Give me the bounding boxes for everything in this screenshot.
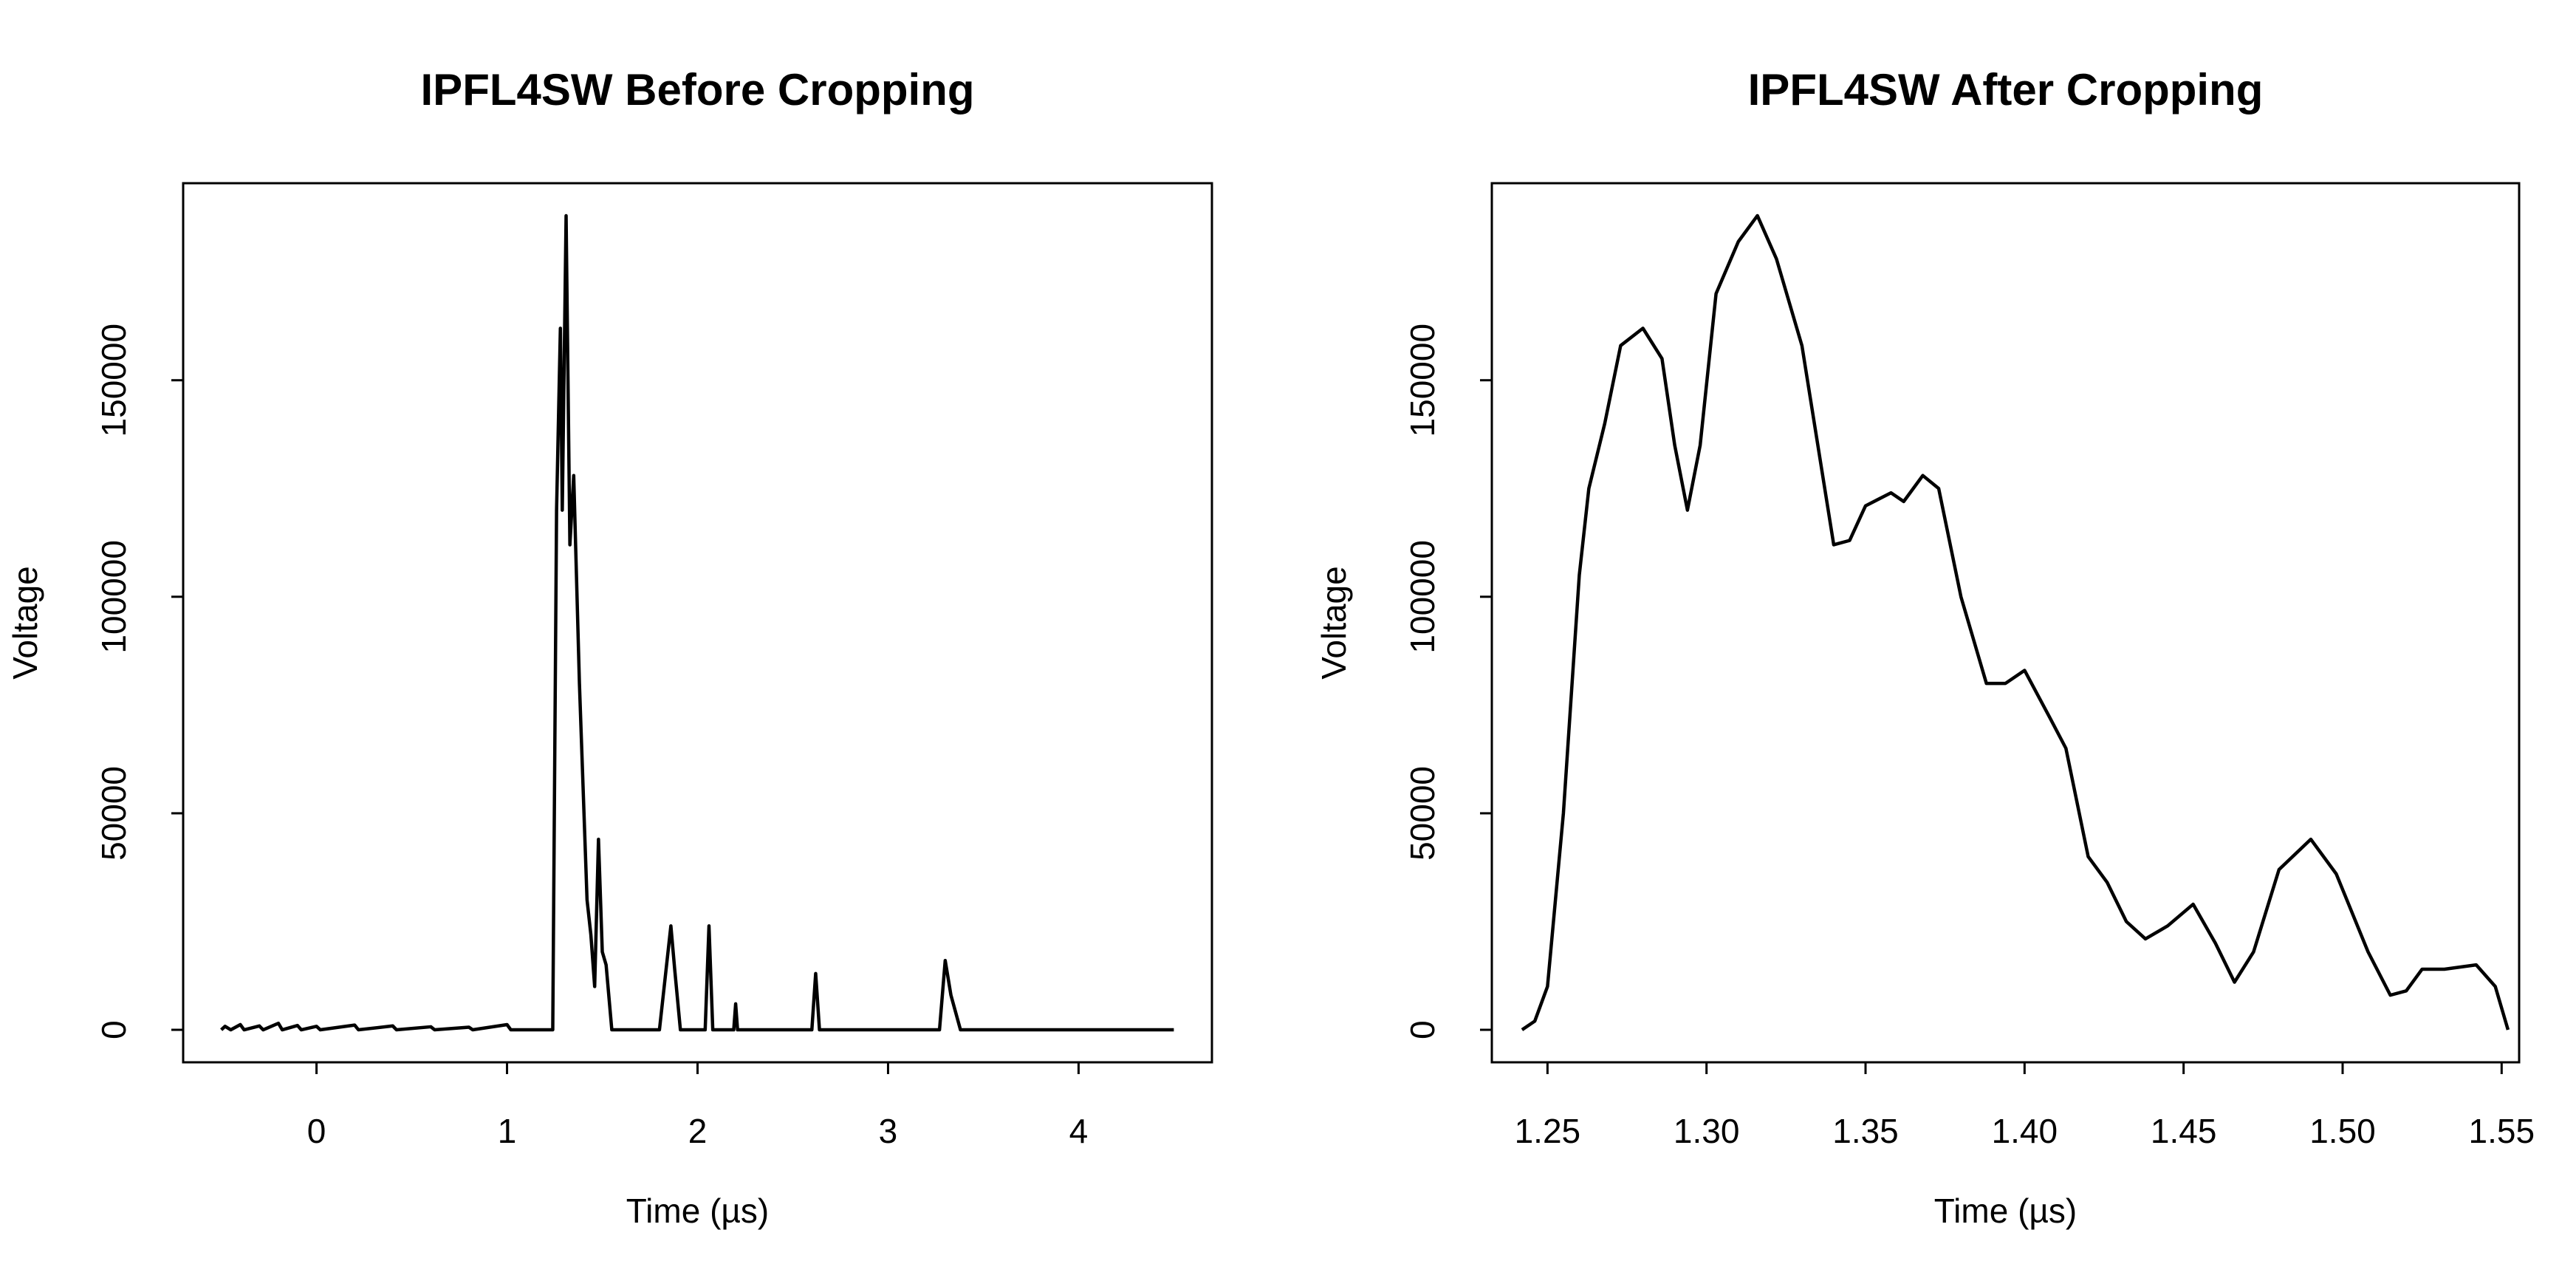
y-tick-label: 0 (1403, 1020, 1442, 1039)
x-tick-label: 1.55 (2469, 1112, 2535, 1150)
y-tick-label: 0 (95, 1020, 133, 1039)
x-tick-label: 1.25 (1515, 1112, 1581, 1150)
x-tick-label: 0 (307, 1112, 326, 1150)
x-tick-label: 1.45 (2151, 1112, 2217, 1150)
plot-frame (182, 182, 1213, 1064)
plot-frame (1490, 182, 2521, 1064)
y-axis-title: Voltage (1315, 566, 1353, 679)
x-axis-title: Time (µs) (626, 1192, 769, 1230)
data-line (220, 213, 1174, 1032)
x-tick-label: 3 (879, 1112, 898, 1150)
x-tick-label: 1.35 (1832, 1112, 1899, 1150)
y-axis-title: Voltage (6, 566, 44, 679)
chart-title: IPFL4SW After Cropping (1748, 65, 2264, 115)
y-tick-label: 150000 (1403, 324, 1442, 437)
x-axis-title: Time (µs) (1934, 1192, 2077, 1230)
x-tick-label: 1.50 (2309, 1112, 2376, 1150)
x-tick-label: 1.40 (1992, 1112, 2058, 1150)
x-tick-label: 4 (1069, 1112, 1089, 1150)
data-line (1521, 213, 2510, 1031)
x-tick-label: 1 (498, 1112, 517, 1150)
x-tick-label: 1.30 (1674, 1112, 1740, 1150)
y-tick-label: 50000 (95, 766, 133, 861)
chart-title: IPFL4SW Before Cropping (421, 65, 975, 115)
y-tick-label: 100000 (95, 540, 133, 654)
y-tick-label: 100000 (1403, 540, 1442, 654)
y-tick-label: 150000 (95, 324, 133, 437)
y-tick-label: 50000 (1403, 766, 1442, 861)
x-tick-label: 2 (688, 1112, 708, 1150)
